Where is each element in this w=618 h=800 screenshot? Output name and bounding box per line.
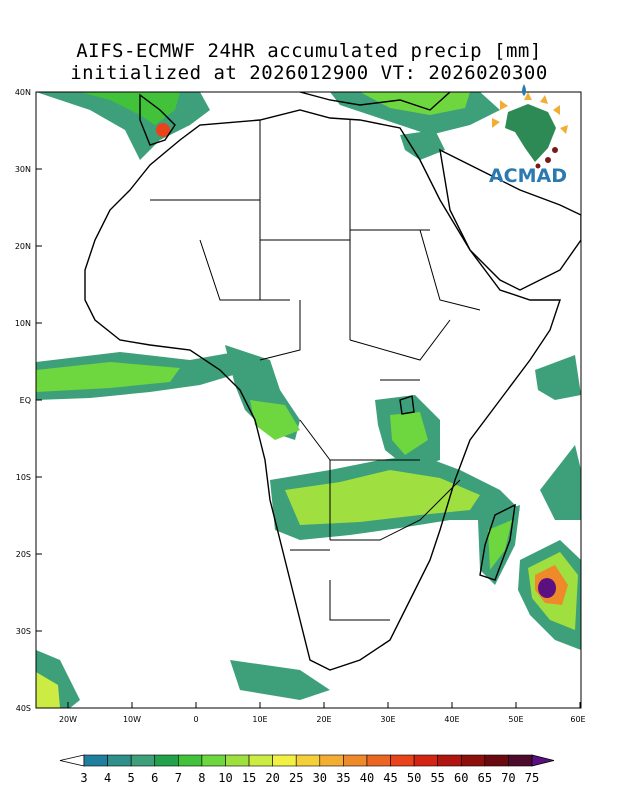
colorbar-label: 8 [198, 771, 205, 785]
colorbar-box [201, 754, 226, 767]
colorbar-box [248, 754, 273, 767]
colorbar-label: 35 [336, 771, 350, 785]
precip-blob-indian-ocean-east [535, 355, 581, 400]
precip-blob-congo [250, 400, 300, 440]
africa-coastline [84, 109, 561, 671]
lon-tick-label: 30E [380, 715, 395, 724]
colorbar-box [390, 754, 415, 767]
colorbar-label: 45 [383, 771, 397, 785]
colorbar-boxes [59, 754, 555, 767]
colorbar-box [107, 754, 132, 767]
lon-tick-label: 40E [444, 715, 459, 724]
colorbar-label: 70 [501, 771, 515, 785]
precip-blob-med-east-core [360, 92, 470, 115]
colorbar-box [83, 754, 108, 767]
colorbar-box [225, 754, 250, 767]
colorbar-label: 55 [430, 771, 444, 785]
colorbar-box [508, 754, 533, 767]
precip-blob-atlantic-eq-core [36, 362, 180, 392]
lon-tick-label: 20W [59, 715, 77, 724]
logo-sun-rays [492, 92, 568, 134]
colorbar-box [154, 754, 179, 767]
lon-tick-label: 10E [252, 715, 267, 724]
country-borders [150, 120, 481, 621]
colorbar-over-arrow [531, 754, 555, 767]
precip-blob-madagascar-core [488, 520, 512, 570]
lat-tick-label: 20N [15, 242, 31, 251]
colorbar-box [343, 754, 368, 767]
colorbar-label: 15 [242, 771, 256, 785]
europe-coastline [139, 92, 451, 146]
lon-axis: 20W 10W 0 10E 20E 30E 40E 50E 60E [59, 702, 586, 724]
colorbar-labels: 3 4 5 6 7 8 10 15 20 25 30 35 40 45 50 55 60 65 70 75 [80, 771, 539, 785]
precip-blob-indian-ocean-east2 [540, 445, 581, 520]
precip-blob-spain [156, 123, 170, 137]
lake-victoria [399, 395, 415, 415]
colorbar-box [484, 754, 509, 767]
colorbar-label: 75 [525, 771, 539, 785]
coastlines [84, 92, 581, 671]
precip-blob-southern-africa-core [285, 470, 480, 525]
colorbar-label: 50 [407, 771, 421, 785]
arabia-coastline [439, 148, 581, 291]
colorbar-label: 10 [218, 771, 232, 785]
logo-text: ACMAD [489, 165, 567, 187]
lon-tick-label: 0 [193, 715, 198, 724]
colorbar-box [366, 754, 391, 767]
colorbar-label: 3 [80, 771, 87, 785]
precip-blob-red-sea [400, 130, 445, 160]
colorbar-box [130, 754, 156, 767]
colorbar-label: 60 [454, 771, 468, 785]
logo-dots [535, 147, 558, 169]
colorbar-box [319, 754, 344, 767]
precip-blob-cyclone-core [538, 578, 556, 598]
lon-tick-label: 10W [123, 715, 141, 724]
colorbar-label: 4 [104, 771, 111, 785]
precip-blob-great-lakes-core [390, 412, 428, 455]
precip-blob-south-atlantic-core [36, 672, 60, 708]
colorbar-label: 20 [265, 771, 279, 785]
madagascar-coastline [479, 503, 516, 581]
map-background [36, 92, 581, 708]
colorbar-label: 40 [360, 771, 374, 785]
lat-tick-label: 30S [16, 627, 31, 636]
lat-tick-label: 40S [16, 704, 31, 713]
lon-tick-label: 60E [570, 715, 585, 724]
colorbar-under-arrow [59, 754, 85, 767]
logo-africa-shape [505, 104, 556, 162]
precip-blob-south-cape [230, 660, 330, 700]
colorbar-box [413, 754, 438, 767]
colorbar-box [272, 754, 297, 767]
lat-tick-label: 40N [15, 88, 31, 97]
colorbar-label: 5 [128, 771, 135, 785]
lat-tick-label: EQ [20, 396, 31, 405]
colorbar-box [437, 754, 462, 767]
lat-tick-label: 10S [16, 473, 31, 482]
lat-axis: 40N 30N 20N 10N EQ 10S 20S 30S 40S [15, 88, 42, 713]
acmad-logo: ACMAD [489, 84, 568, 187]
lat-tick-label: 20S [16, 550, 31, 559]
lat-tick-label: 10N [15, 319, 31, 328]
colorbar-label: 25 [289, 771, 303, 785]
lat-tick-label: 30N [15, 165, 31, 174]
precip-blob-north-atlantic-core [80, 92, 180, 125]
colorbar-box [460, 754, 486, 767]
colorbar-label: 65 [478, 771, 492, 785]
colorbar-box [295, 754, 321, 767]
colorbar-label: 7 [175, 771, 182, 785]
logo-drop-icon [522, 84, 526, 96]
lon-tick-label: 50E [508, 715, 523, 724]
colorbar-label: 30 [313, 771, 327, 785]
colorbar-box [178, 754, 203, 767]
map-title-line2: initialized at 2026012900 VT: 2026020300 [70, 62, 548, 84]
map-title-line1: AIFS-ECMWF 24HR accumulated precip [mm] [76, 40, 542, 62]
colorbar-label: 6 [151, 771, 158, 785]
lon-tick-label: 20E [316, 715, 331, 724]
